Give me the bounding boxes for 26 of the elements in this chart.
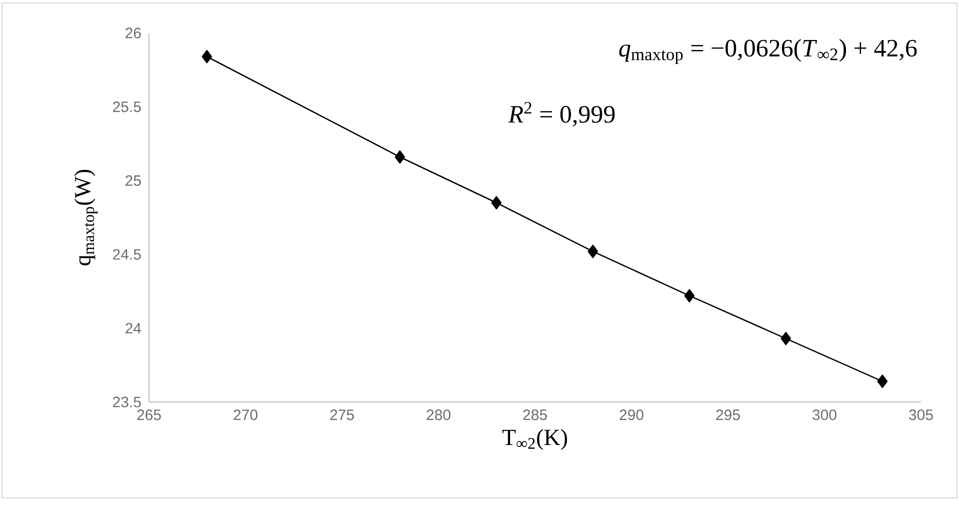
y-tick-label: 25.5 bbox=[113, 101, 141, 112]
y-tick-label: 24.5 bbox=[113, 249, 141, 260]
annotation: q$_{maxtop}$ = −0,0626(T$_{∞2}$) + 42,6 bbox=[619, 39, 917, 64]
point bbox=[202, 50, 212, 64]
x-tick-label: 265 bbox=[137, 410, 161, 420]
y-tick-label: 24 bbox=[126, 322, 142, 334]
point bbox=[684, 289, 695, 302]
x-tick-label: 295 bbox=[716, 410, 740, 420]
x-axis-title: T$_{∞2}$(K) bbox=[502, 429, 567, 450]
x-tick-label: 290 bbox=[620, 410, 644, 420]
y-tick-label: 26 bbox=[126, 28, 141, 38]
x-tick-label: 305 bbox=[909, 410, 933, 420]
x-tick-label: 300 bbox=[812, 410, 836, 420]
x-tick-label: 275 bbox=[330, 410, 354, 420]
x-tick-label: 285 bbox=[523, 410, 547, 420]
x-tick-label: 270 bbox=[234, 410, 258, 420]
point bbox=[491, 196, 502, 210]
y-axis-title: q$_{maxtop}$(W) bbox=[74, 170, 98, 266]
point bbox=[780, 332, 792, 346]
y-tick-label: 23.5 bbox=[113, 396, 141, 408]
point bbox=[588, 244, 598, 258]
x-tick-label: 280 bbox=[426, 410, 450, 420]
point bbox=[394, 150, 406, 164]
annotation: R$^{2}$ = 0,999 bbox=[508, 102, 615, 126]
point bbox=[877, 374, 888, 388]
y-tick-label: 25 bbox=[126, 175, 141, 186]
